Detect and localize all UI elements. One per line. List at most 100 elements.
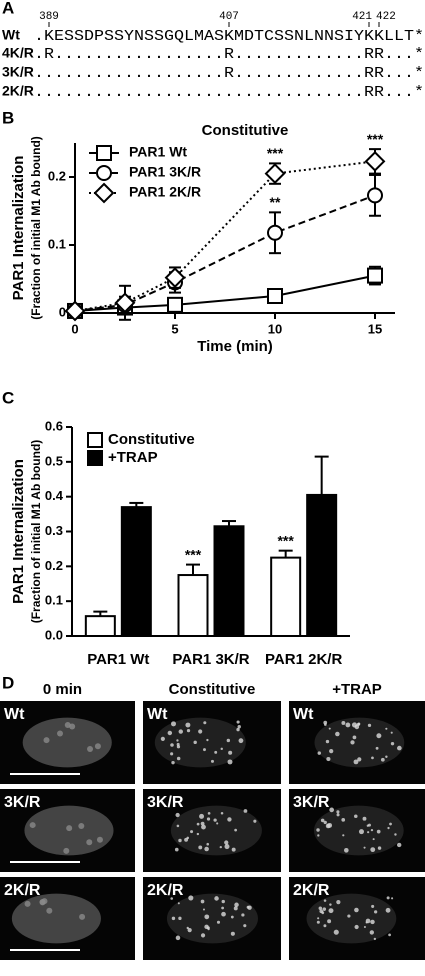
vesicle [344, 848, 349, 853]
vesicle [324, 723, 327, 726]
vesicle [370, 828, 374, 832]
vesicle [376, 733, 382, 739]
vesicle [203, 721, 207, 725]
vesicle [371, 904, 375, 908]
significance: *** [185, 546, 202, 562]
vesicle [66, 825, 73, 832]
y-tick-label: 0.0 [45, 627, 63, 642]
vesicle [377, 846, 382, 850]
legend-label: PAR1 Wt [129, 144, 187, 160]
vesicle [221, 906, 224, 910]
vesicle [373, 937, 377, 941]
significance: *** [277, 532, 294, 548]
vesicle [390, 731, 393, 734]
vesicle [329, 748, 334, 754]
marker [167, 296, 183, 313]
vesicle [176, 745, 181, 749]
vesicle [176, 756, 181, 761]
x-tick-label: 5 [171, 321, 178, 336]
vesicle [199, 813, 205, 819]
row-label: 2K/R [2, 83, 34, 99]
vesicle [354, 814, 358, 819]
y-tick-label: 0.5 [45, 453, 63, 468]
row-label: 4K/R [2, 45, 34, 61]
x-axis-label: Time (min) [197, 338, 273, 355]
x-tick-label: PAR1 3K/R [172, 651, 249, 668]
marker [267, 224, 283, 241]
vesicle [220, 747, 223, 751]
vesicle [160, 736, 165, 741]
vesicle [363, 925, 366, 929]
vesicle [186, 926, 189, 930]
cell-label: 2K/R [4, 882, 41, 899]
vesicle [336, 810, 340, 814]
vesicle [227, 817, 232, 822]
vesicle [94, 743, 101, 750]
vesicle [385, 907, 391, 913]
cell-label: Wt [4, 706, 25, 723]
bar [177, 574, 209, 638]
vesicle [317, 751, 321, 755]
cell-body [314, 717, 405, 768]
vesicle [345, 722, 351, 728]
vesicle [326, 756, 331, 762]
marker [364, 150, 386, 172]
vesicle [320, 818, 325, 823]
vesicle [253, 819, 257, 823]
y-tick-label: 0.6 [45, 418, 63, 433]
vesicle [190, 830, 194, 834]
y-tick-label: 0.2 [48, 168, 66, 183]
vesicle [317, 917, 320, 920]
vesicle [207, 811, 211, 815]
vesicle [170, 752, 174, 756]
bar [270, 556, 302, 637]
vesicle [322, 907, 327, 911]
sequence: ...................R.............RR...* [34, 65, 424, 82]
vesicle [170, 743, 174, 747]
vesicle [206, 842, 210, 846]
vesicle [24, 900, 31, 907]
vesicle [171, 916, 176, 921]
marker [93, 182, 115, 204]
cell-label: 3K/R [147, 794, 184, 811]
vesicle [325, 739, 330, 744]
vesicle [184, 837, 189, 842]
vesicle [201, 824, 206, 830]
vesicle [200, 899, 205, 904]
sequence: .R.................R.............RR...* [34, 46, 424, 63]
vesicle [387, 826, 390, 830]
vesicle [233, 906, 238, 911]
marker [267, 288, 283, 304]
vesicle [175, 812, 180, 818]
vesicle [234, 828, 237, 832]
vesicle [204, 914, 210, 920]
vesicle [78, 822, 85, 829]
vesicle [362, 816, 367, 821]
residue-number: 389 [39, 11, 59, 23]
vesicle [219, 845, 222, 849]
x-tick-label: 0 [71, 321, 78, 336]
vesicle [370, 847, 376, 853]
vesicle [323, 820, 327, 825]
vesicle [390, 741, 395, 746]
vesicle [220, 812, 224, 815]
cell-label: Wt [293, 706, 314, 723]
vesicle [237, 725, 241, 729]
row-label: Wt [2, 27, 20, 43]
vesicle [178, 729, 183, 734]
marker [367, 187, 383, 204]
vesicle [221, 899, 225, 904]
vesicle [185, 722, 191, 728]
significance: *** [267, 145, 284, 161]
vesicle [333, 929, 339, 935]
vesicle [227, 759, 233, 765]
y-tick-label: 0.3 [45, 523, 63, 538]
legend-swatch [87, 450, 103, 466]
vesicle [336, 899, 341, 905]
vesicle [238, 738, 244, 744]
column-header: Constitutive [169, 681, 256, 698]
vesicle [176, 739, 179, 742]
vesicle [341, 721, 346, 725]
panel-label: A [2, 0, 14, 17]
cell-body [313, 805, 404, 856]
